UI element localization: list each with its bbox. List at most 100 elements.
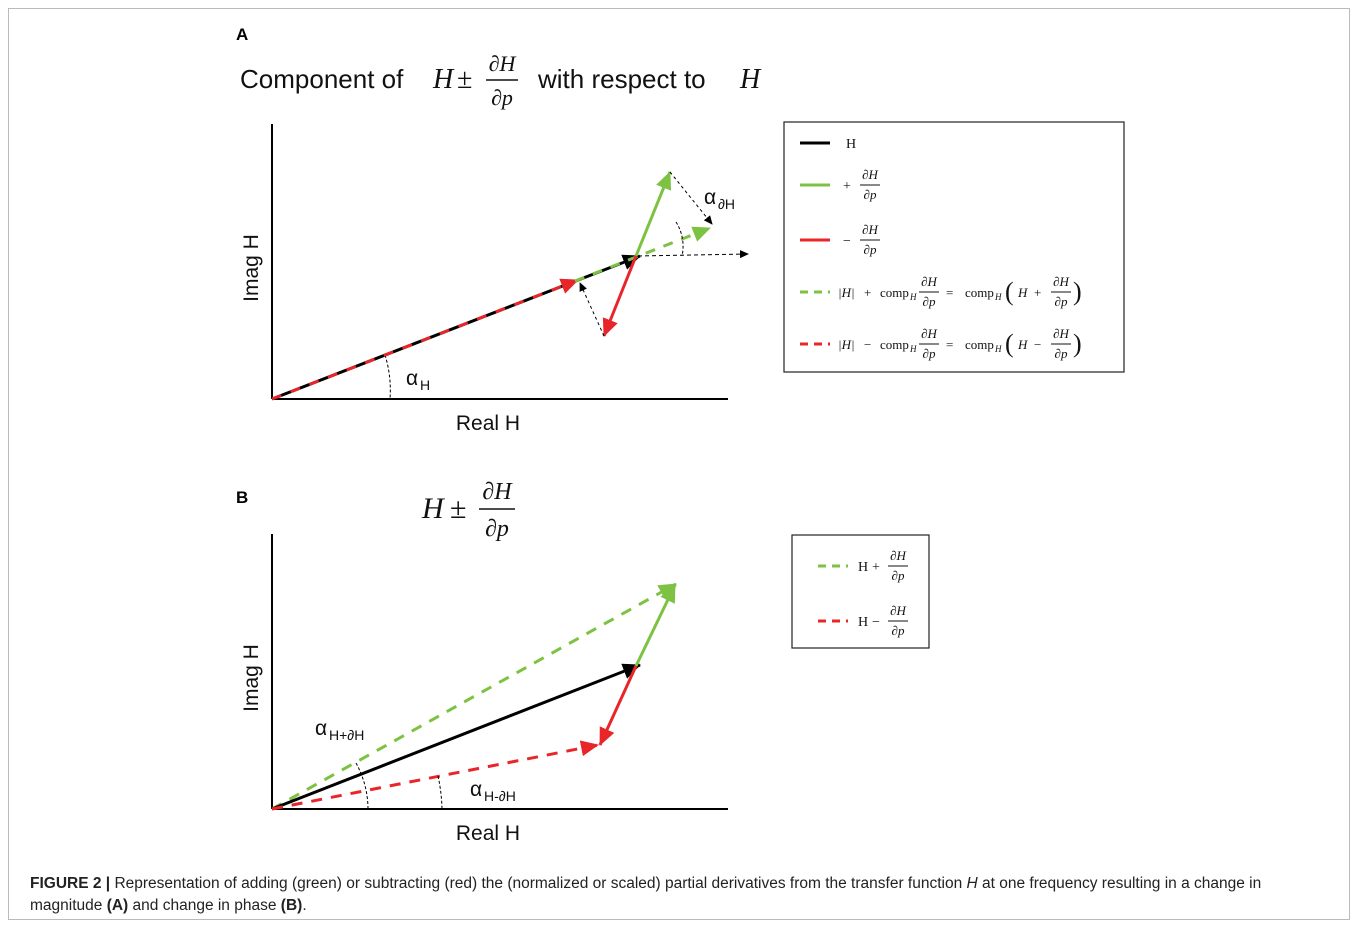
svg-text:+: + xyxy=(872,560,880,575)
panel-b-angle-plus-arc xyxy=(356,763,368,809)
svg-text:H: H xyxy=(994,292,1002,302)
svg-text:comp: comp xyxy=(880,337,909,352)
panel-a-H-vector xyxy=(272,256,640,399)
figure-canvas: A Component of H ± ∂H ∂p with respect to… xyxy=(0,0,1358,870)
svg-text:∂H: ∂H xyxy=(862,222,878,237)
svg-text:H: H xyxy=(421,492,446,525)
panel-b-angle-plus-label: α H+∂H xyxy=(315,717,364,743)
panel-b-y-axis-label: Imag H xyxy=(240,644,263,712)
svg-text:−: − xyxy=(864,337,871,352)
svg-text:H: H xyxy=(994,344,1002,354)
svg-text:α: α xyxy=(315,717,327,740)
panel-a-plus-dH-vector xyxy=(636,172,670,256)
svg-text:∂p: ∂p xyxy=(892,568,905,583)
panel-a-title-prefix: Component of xyxy=(240,64,404,94)
svg-text:H+∂H: H+∂H xyxy=(329,727,364,743)
svg-text:(: ( xyxy=(1005,277,1014,306)
svg-text:∂p: ∂p xyxy=(864,187,877,202)
svg-text:∂p: ∂p xyxy=(864,242,877,257)
panel-a-title-suffix: with respect to xyxy=(537,64,706,94)
panel-a-title-H2: H xyxy=(739,64,762,95)
panel-a-projection-horizontal xyxy=(638,254,748,256)
svg-text:H: H xyxy=(420,377,430,393)
svg-text:−: − xyxy=(1034,337,1041,352)
svg-text:comp: comp xyxy=(965,337,994,352)
svg-text:=: = xyxy=(946,285,953,300)
svg-text:∂p: ∂p xyxy=(1055,294,1068,309)
panel-b-H-vector xyxy=(272,665,640,809)
caption-text-1: Representation of adding (green) or subt… xyxy=(110,875,966,892)
panel-b-x-axis-label: Real H xyxy=(456,822,520,845)
panel-b-title: H ± ∂H ∂p xyxy=(421,479,515,542)
caption-bold-A: (A) xyxy=(107,897,129,914)
svg-text:∂H: ∂H xyxy=(921,326,937,341)
svg-text:|H|: |H| xyxy=(838,337,855,352)
svg-text:): ) xyxy=(1073,329,1082,358)
svg-text:H: H xyxy=(858,560,868,575)
svg-text:H: H xyxy=(846,137,856,152)
svg-text:∂H: ∂H xyxy=(921,274,937,289)
svg-text:+: + xyxy=(843,179,851,194)
panel-a-letter: A xyxy=(236,25,248,44)
panel-b-legend-box xyxy=(792,535,929,648)
panel-b-angle-minus-arc xyxy=(438,776,442,809)
svg-text:comp: comp xyxy=(965,285,994,300)
svg-text:∂H: ∂H xyxy=(482,479,513,505)
svg-text:−: − xyxy=(872,615,880,630)
panel-a-legend: H + ∂H ∂p − ∂H ∂p |H| + xyxy=(784,122,1124,372)
panel-a-y-axis-label: Imag H xyxy=(240,234,263,302)
panel-a-angle-dH-label: α ∂H xyxy=(704,186,735,212)
caption-text-4: . xyxy=(302,897,306,914)
svg-text:∂H: ∂H xyxy=(1053,326,1069,341)
panel-b-plus-dH-vector xyxy=(636,585,675,666)
svg-text:H: H xyxy=(1017,337,1028,352)
panel-b: B H ± ∂H ∂p Real H Imag H α H+∂H α H-∂H xyxy=(236,479,929,845)
panel-b-legend: H + ∂H ∂p H − ∂H ∂p xyxy=(792,535,929,648)
panel-b-letter: B xyxy=(236,488,248,507)
panel-b-angle-minus-label: α H-∂H xyxy=(470,778,516,804)
svg-text:comp: comp xyxy=(880,285,909,300)
panel-b-H-plus-dH-vector xyxy=(272,584,676,809)
panel-a-angle-arc xyxy=(385,355,390,399)
panel-a-title: Component of H ± ∂H ∂p with respect to H xyxy=(240,51,762,110)
svg-text:+: + xyxy=(864,285,871,300)
panel-b-H-minus-dH-vector xyxy=(272,745,598,809)
svg-text:∂H: ∂H xyxy=(862,167,878,182)
svg-text:|H|: |H| xyxy=(838,285,855,300)
svg-text:∂p: ∂p xyxy=(892,623,905,638)
svg-text:H-∂H: H-∂H xyxy=(484,788,516,804)
svg-text:∂H: ∂H xyxy=(890,548,906,563)
svg-text:H: H xyxy=(909,292,917,302)
svg-text:∂H: ∂H xyxy=(718,196,735,212)
panel-a-title-pm: ± xyxy=(457,64,472,95)
panel-a-title-frac-den: ∂p xyxy=(491,85,513,110)
svg-text:α: α xyxy=(406,367,418,390)
svg-text:=: = xyxy=(946,337,953,352)
svg-text:∂p: ∂p xyxy=(1055,346,1068,361)
panel-a-x-axis-label: Real H xyxy=(456,412,520,435)
panel-a-angle-label: α H xyxy=(406,367,430,393)
svg-text:H: H xyxy=(909,344,917,354)
panel-a: A Component of H ± ∂H ∂p with respect to… xyxy=(236,25,1124,435)
svg-text:+: + xyxy=(1034,285,1041,300)
panel-a-title-H: H xyxy=(432,64,455,95)
caption-italic-H: H xyxy=(967,875,978,892)
svg-text:±: ± xyxy=(450,492,466,525)
svg-text:): ) xyxy=(1073,277,1082,306)
panel-a-projection-minus xyxy=(580,283,604,336)
caption-text-3: and change in phase xyxy=(128,897,281,914)
caption-label: FIGURE 2 | xyxy=(30,875,110,892)
panel-a-title-frac-num: ∂H xyxy=(489,51,517,76)
svg-text:(: ( xyxy=(1005,329,1014,358)
svg-text:∂p: ∂p xyxy=(923,294,936,309)
caption-bold-B: (B) xyxy=(281,897,303,914)
svg-text:∂H: ∂H xyxy=(890,603,906,618)
svg-text:∂p: ∂p xyxy=(923,346,936,361)
svg-text:∂H: ∂H xyxy=(1053,274,1069,289)
svg-text:H: H xyxy=(858,615,868,630)
svg-text:α: α xyxy=(470,778,482,801)
svg-text:H: H xyxy=(1017,285,1028,300)
svg-text:∂p: ∂p xyxy=(485,516,509,542)
figure-caption: FIGURE 2 | Representation of adding (gre… xyxy=(30,873,1330,917)
svg-text:−: − xyxy=(843,234,851,249)
